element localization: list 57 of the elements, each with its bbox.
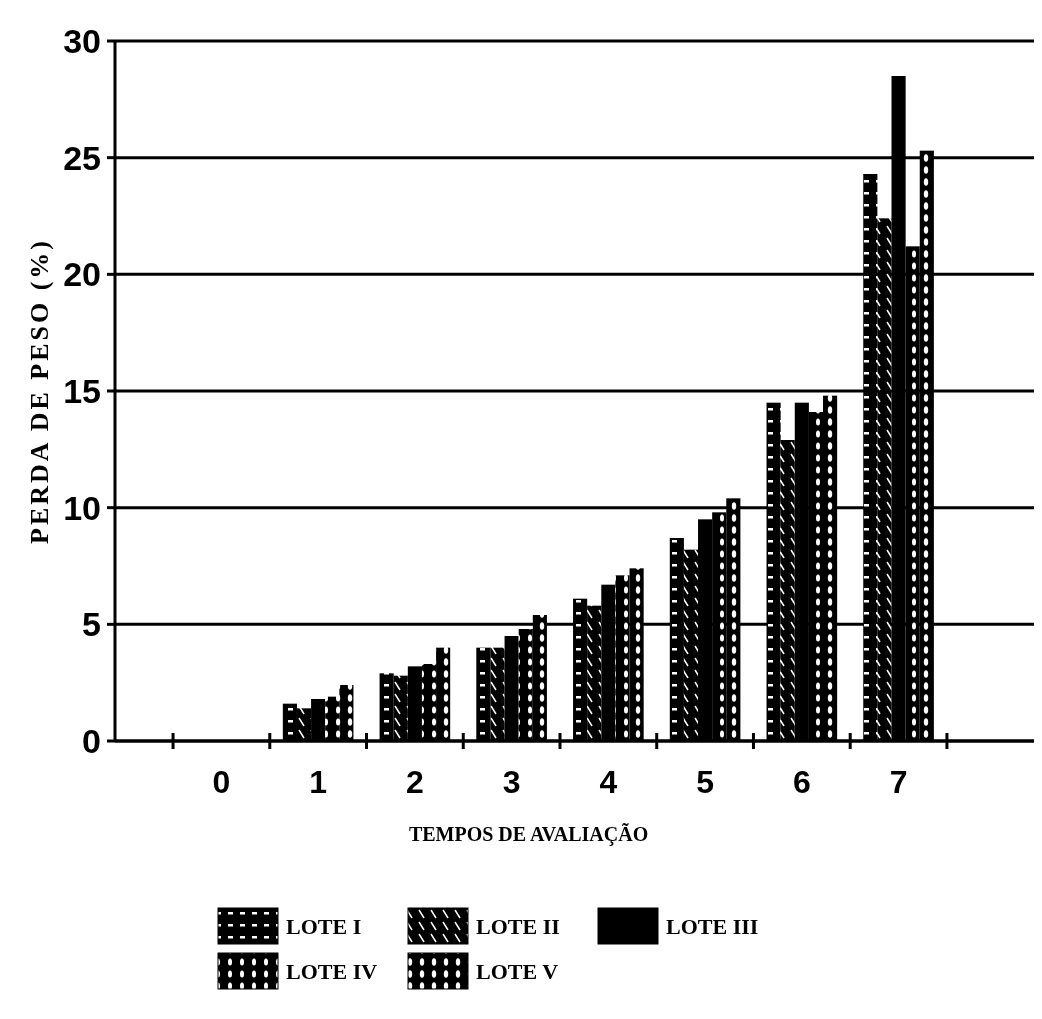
bar [726,498,741,741]
y-axis-title: PERDA DE PESO (%) [25,238,54,544]
y-tick-label: 0 [82,721,101,760]
bar [421,664,437,741]
bar [905,246,920,741]
bar [379,673,394,741]
legend-label: LOTE II [476,913,560,939]
legend-label: LOTE V [476,958,559,984]
bar [393,675,408,741]
bar [615,575,630,741]
x-tick-label: 6 [792,764,811,800]
x-tick-label: 1 [309,764,328,800]
bar [573,598,588,741]
x-tick-label: 3 [502,764,521,800]
legend-label: LOTE III [666,913,759,939]
bar [698,519,713,741]
bar [476,647,491,741]
bar [296,708,312,741]
bar [339,685,354,741]
bar [919,150,934,741]
bar [669,538,684,741]
y-tick-label: 15 [63,371,101,410]
x-tick-label: 2 [405,764,424,800]
bar [407,666,422,741]
bar [587,605,602,741]
bar [518,629,533,741]
legend-label: LOTE I [286,913,362,939]
legend-label: LOTE IV [286,958,378,984]
bar [683,549,699,741]
bar [863,174,878,741]
x-tick-label: 0 [212,764,231,800]
y-tick-label: 10 [63,488,101,527]
bar [601,584,616,741]
bar [490,647,505,741]
bar [325,696,340,741]
bar [629,568,644,741]
y-tick-label: 5 [82,605,101,644]
bar [891,76,906,741]
y-tick-label: 30 [63,21,101,60]
bar [823,395,838,741]
bar [504,636,519,741]
y-tick-label: 20 [63,255,101,294]
x-tick-label: 7 [889,764,908,800]
bar [712,512,727,741]
x-axis-title: TEMPOS DE AVALIAÇÃO [408,823,649,846]
bar [780,440,795,741]
bar [794,402,809,741]
bar [532,615,547,741]
bar [877,218,892,741]
bar [766,402,781,741]
bar [808,412,824,741]
x-tick-label: 5 [696,764,714,800]
bar [436,647,451,741]
bar [282,703,297,741]
y-tick-label: 25 [63,138,101,177]
bar [311,699,326,741]
x-tick-label: 4 [599,764,618,800]
